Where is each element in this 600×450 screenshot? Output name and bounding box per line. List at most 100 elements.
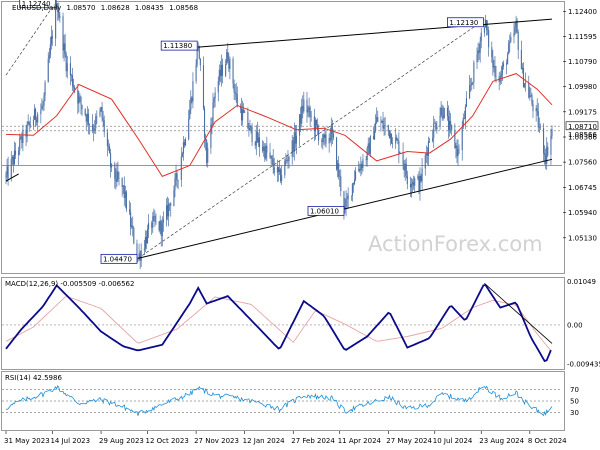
candle-body (329, 137, 331, 141)
candle-body (99, 110, 101, 117)
x-tick-label: 29 Aug 2023 (99, 437, 144, 445)
candle-body (550, 135, 552, 155)
candle-body (277, 167, 280, 172)
candle (361, 161, 363, 175)
candle (456, 139, 458, 163)
candle (442, 105, 444, 121)
candle (167, 196, 169, 221)
candle-body (145, 237, 148, 244)
candle (148, 214, 150, 238)
dashed-channel-line (137, 19, 485, 259)
candle-body (229, 58, 231, 69)
candle-body (322, 134, 324, 142)
candle (264, 143, 266, 162)
candle-body (362, 159, 364, 168)
candle (86, 106, 88, 126)
candle (143, 239, 145, 256)
candle (254, 140, 256, 150)
candle-body (160, 220, 162, 236)
candle (528, 75, 530, 99)
candle (249, 119, 251, 131)
price-y-tick-label: 1.08366 (568, 134, 597, 142)
candle (507, 51, 509, 65)
candle-body (155, 221, 157, 222)
candle-body (88, 124, 90, 125)
candle (346, 192, 348, 210)
candle-body (410, 184, 413, 188)
candle-body (291, 140, 293, 157)
candle (316, 118, 319, 135)
candle-body (50, 36, 52, 45)
candle (69, 56, 71, 86)
candle (144, 230, 146, 253)
candle-body (217, 80, 219, 93)
candle-body (35, 108, 37, 120)
annotation-text: 1.11380 (163, 42, 192, 50)
candle-body (520, 50, 522, 70)
candle (170, 201, 172, 217)
candle-body (454, 130, 456, 148)
candle-body (464, 106, 466, 119)
candle-body (228, 61, 230, 69)
candle-body (539, 127, 541, 129)
candle-body (514, 26, 516, 34)
candle-body (70, 75, 73, 76)
candle (313, 108, 315, 142)
candle (176, 170, 178, 188)
candle (26, 121, 28, 143)
candle (124, 185, 126, 208)
candle-body (102, 117, 104, 121)
candle (146, 224, 149, 244)
candle (340, 169, 342, 197)
candle-body (129, 209, 131, 213)
candle-body (395, 137, 397, 144)
candle (508, 39, 510, 55)
candle-body (350, 195, 352, 197)
candle (110, 148, 112, 178)
ohlc-open: 1.08570 (67, 4, 96, 12)
candle-body (26, 124, 28, 137)
candle (380, 116, 382, 132)
candle (398, 132, 400, 164)
candle-body (455, 145, 457, 148)
candle (122, 185, 124, 195)
candle (191, 96, 193, 104)
candle-body (368, 143, 370, 154)
candle-body (84, 109, 86, 115)
candle (131, 217, 133, 230)
candle-body (254, 142, 256, 146)
candle (543, 123, 545, 162)
candle-body (413, 182, 415, 186)
candle (480, 27, 482, 49)
candle (132, 216, 134, 237)
candle-body (220, 64, 222, 77)
candle (11, 155, 13, 166)
candle-body (136, 243, 138, 258)
candle-body (337, 163, 339, 170)
candle-body (236, 94, 238, 107)
candle-body (465, 98, 468, 107)
candle-body (18, 150, 20, 156)
candle (535, 105, 537, 122)
candle-body (418, 176, 420, 191)
candle-body (309, 107, 311, 116)
candle (347, 187, 349, 209)
candle (310, 110, 312, 122)
candle-body (7, 166, 9, 178)
x-tick-label: 12 Oct 2023 (146, 437, 189, 445)
candle (421, 158, 423, 191)
candle-body (331, 125, 333, 134)
candle (49, 36, 51, 59)
candle (214, 87, 216, 108)
candle (286, 155, 288, 164)
candle (71, 67, 74, 92)
candle-body (523, 83, 526, 87)
candle-body (248, 128, 250, 131)
candle-body (21, 136, 23, 143)
candle (538, 117, 540, 134)
candle (213, 96, 215, 109)
candle (546, 137, 548, 170)
price-y-tick-label: 1.07560 (568, 159, 597, 167)
candle (299, 114, 301, 147)
candle (382, 111, 384, 131)
